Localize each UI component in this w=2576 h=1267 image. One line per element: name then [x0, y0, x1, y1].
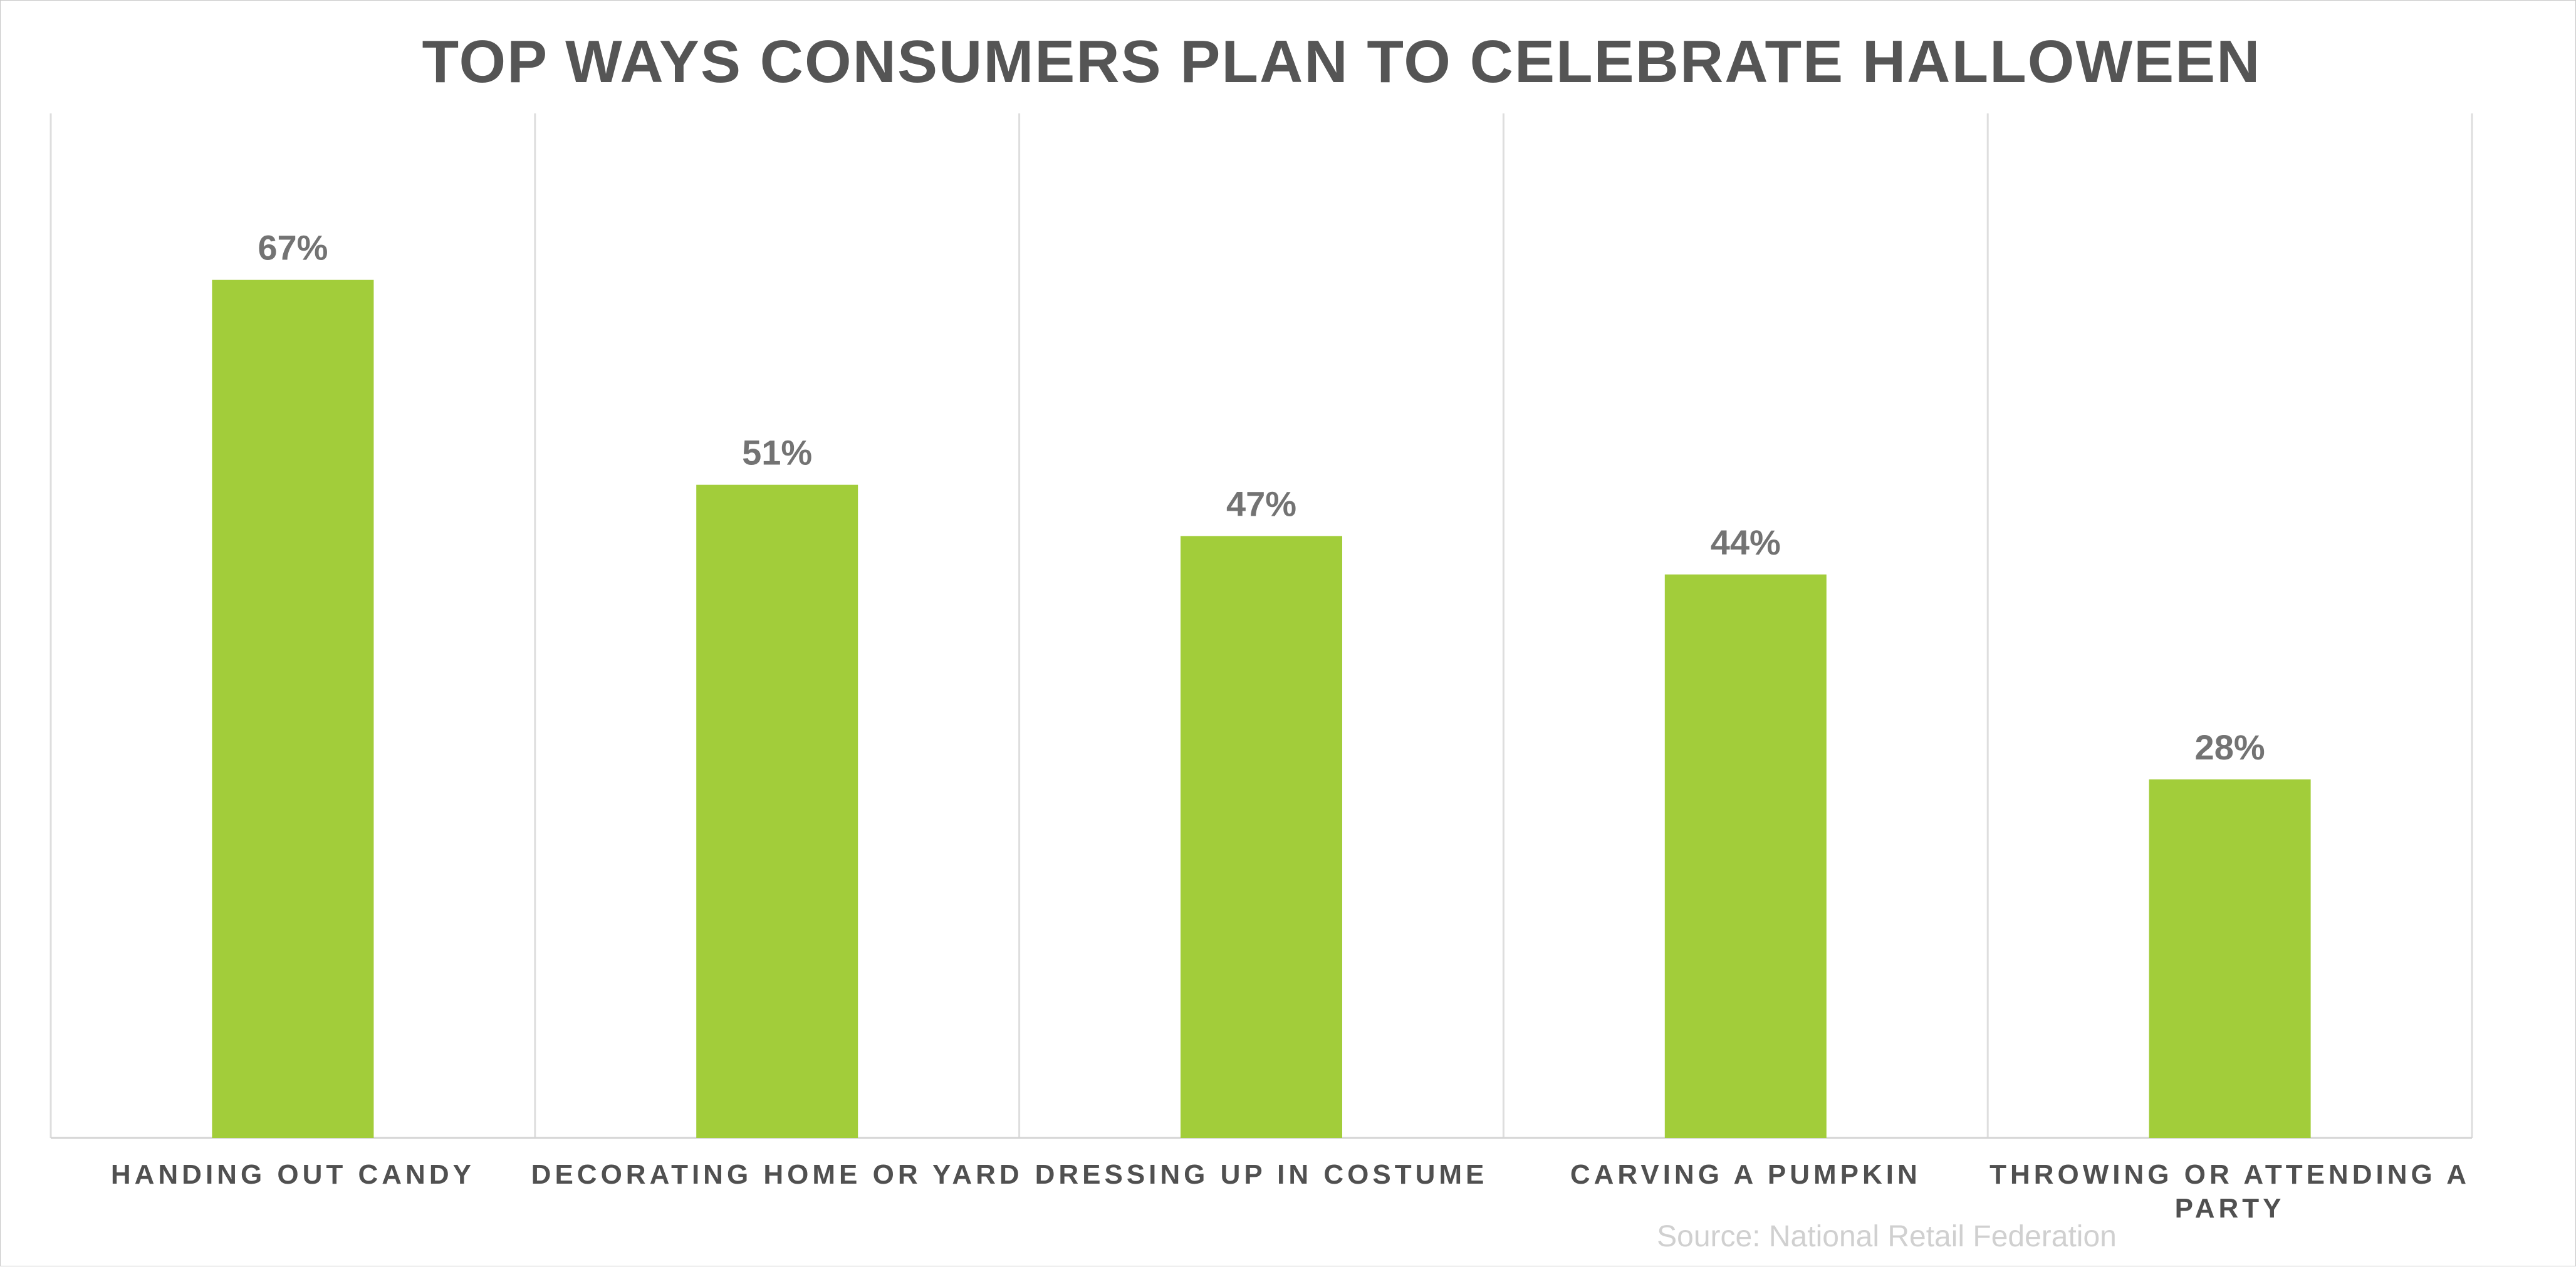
source-note: Source: National Retail Federation — [1657, 1220, 2117, 1253]
value-label: 44% — [1711, 523, 1781, 562]
category-label: CARVING A PUMPKIN — [1570, 1159, 1921, 1190]
value-label: 51% — [742, 433, 812, 472]
bar — [1664, 574, 1827, 1138]
chart-title: TOP WAYS CONSUMERS PLAN TO CELEBRATE HAL… — [422, 28, 2261, 95]
category-label: HANDING OUT CANDY — [111, 1159, 475, 1190]
value-labels: 67% 51% 47% 44% 28% — [258, 228, 2265, 767]
category-label: THROWING OR ATTENDING A PARTY — [1989, 1159, 2470, 1224]
bar — [2149, 779, 2311, 1138]
bars — [212, 279, 2311, 1138]
category-label: DRESSING UP IN COSTUME — [1035, 1159, 1488, 1190]
category-label: DECORATING HOME OR YARD — [531, 1159, 1023, 1190]
value-label: 47% — [1226, 484, 1296, 523]
bar — [696, 484, 858, 1138]
bar — [1181, 536, 1342, 1138]
value-label: 28% — [2195, 727, 2265, 767]
category-labels: HANDING OUT CANDY DECORATING HOME OR YARD… — [111, 1159, 2470, 1224]
bar — [212, 279, 374, 1138]
value-label: 67% — [258, 228, 328, 268]
